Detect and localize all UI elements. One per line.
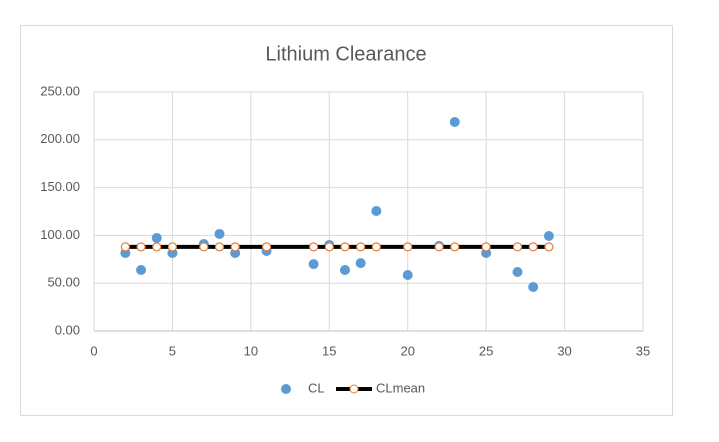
data-point [151, 232, 162, 243]
data-point [528, 242, 538, 252]
data-point [214, 228, 225, 239]
data-point [402, 269, 413, 280]
data-point [309, 242, 319, 252]
data-point [512, 267, 523, 278]
x-tick-label: 20 [400, 343, 414, 358]
data-point [543, 230, 554, 241]
x-tick-label: 25 [479, 343, 493, 358]
data-point [403, 242, 413, 252]
data-point [528, 282, 539, 293]
x-tick-label: 15 [322, 343, 336, 358]
y-tick-label: 200.00 [40, 131, 80, 146]
x-tick-label: 35 [636, 343, 650, 358]
y-tick-label: 250.00 [40, 83, 80, 98]
data-point [308, 259, 319, 270]
y-tick-label: 150.00 [40, 179, 80, 194]
data-point [136, 242, 146, 252]
legend-marker [349, 384, 359, 394]
data-point [152, 242, 162, 252]
y-tick-label: 100.00 [40, 227, 80, 242]
data-point [339, 265, 350, 276]
data-point [324, 242, 334, 252]
x-tick-label: 5 [169, 343, 176, 358]
legend-label: CL [308, 380, 325, 395]
chart-frame [20, 25, 673, 416]
data-point [136, 265, 147, 276]
data-point [120, 242, 130, 252]
data-point [371, 206, 382, 217]
x-tick-label: 0 [90, 343, 97, 358]
data-point [449, 117, 460, 128]
legend-marker [281, 384, 291, 394]
data-point [371, 242, 381, 252]
y-tick-label: 0.00 [55, 322, 80, 337]
data-point [230, 242, 240, 252]
data-point [340, 242, 350, 252]
data-point [544, 242, 554, 252]
x-tick-label: 30 [557, 343, 571, 358]
data-point [356, 242, 366, 252]
data-point [167, 242, 178, 252]
data-point [450, 242, 460, 252]
data-point [481, 242, 491, 252]
data-point [214, 242, 225, 252]
x-tick-label: 10 [244, 343, 258, 358]
data-point [434, 242, 444, 252]
chart-title: Lithium Clearance [265, 43, 426, 65]
y-tick-label: 50.00 [47, 275, 80, 290]
legend-label: CLmean [376, 380, 425, 395]
data-point [512, 242, 523, 252]
data-point [355, 258, 366, 269]
data-point [199, 242, 209, 252]
data-point [261, 242, 272, 252]
